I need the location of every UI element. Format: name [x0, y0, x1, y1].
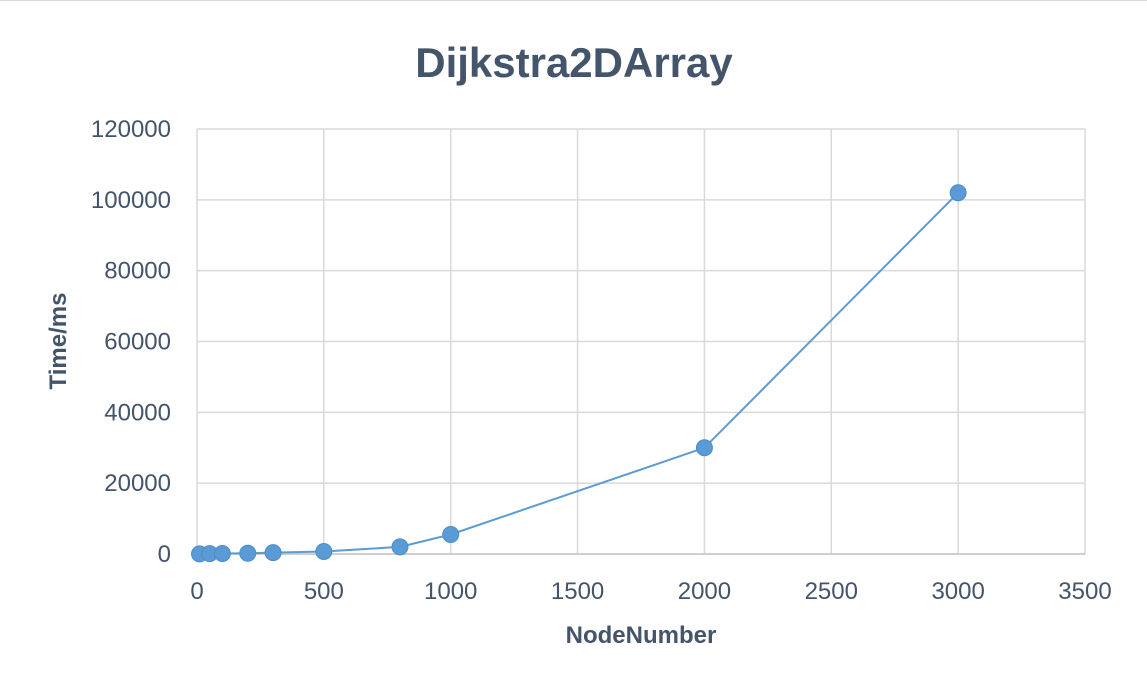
x-tick-label: 2000	[678, 578, 731, 605]
data-point	[695, 439, 713, 457]
data-point	[264, 544, 282, 562]
y-tick-label: 40000	[104, 399, 171, 426]
x-tick-label: 2500	[805, 578, 858, 605]
series	[191, 184, 967, 563]
x-tick-label: 3500	[1058, 578, 1111, 605]
y-tick-label: 0	[158, 541, 171, 568]
x-tick-label: 1000	[424, 578, 477, 605]
y-tick-label: 60000	[104, 329, 171, 356]
x-tick-labels: 0 500 1000 1500 2000 2500 3000 3500	[190, 578, 1111, 605]
data-point	[315, 543, 333, 561]
series-line	[199, 192, 959, 555]
y-axis-title: Time/ms	[45, 293, 72, 390]
data-point	[949, 184, 967, 202]
x-axis-title: NodeNumber	[566, 622, 717, 649]
data-point	[391, 538, 409, 556]
data-point	[442, 526, 460, 544]
chart-title: Dijkstra2DArray	[415, 39, 733, 86]
y-tick-label: 20000	[104, 470, 171, 497]
y-tick-label: 80000	[104, 258, 171, 285]
data-point	[213, 544, 231, 562]
x-tick-label: 3000	[931, 578, 984, 605]
x-tick-label: 1500	[551, 578, 604, 605]
y-tick-label: 120000	[91, 116, 171, 143]
y-tick-label: 100000	[91, 187, 171, 214]
x-tick-label: 500	[304, 578, 344, 605]
data-point	[239, 544, 257, 562]
y-tick-labels: 0 20000 40000 60000 80000 100000 120000	[91, 116, 171, 568]
grid	[196, 128, 1086, 554]
x-tick-label: 0	[190, 578, 203, 605]
